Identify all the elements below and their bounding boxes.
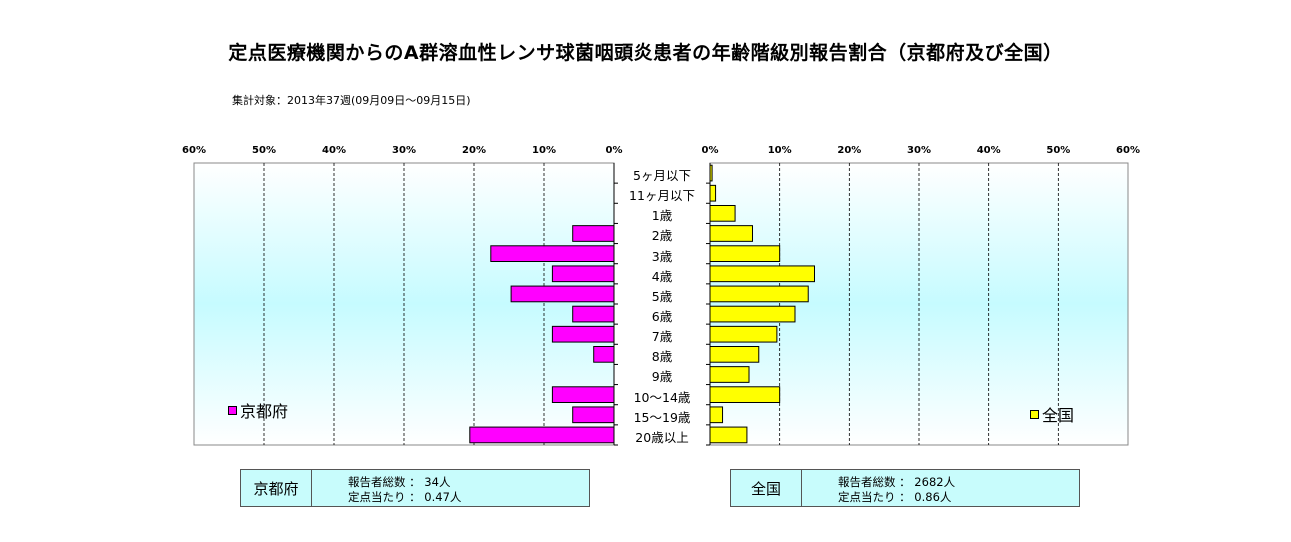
bar-national: [709, 386, 781, 403]
bar-national: [709, 305, 796, 323]
category-label: 6歳: [651, 309, 673, 324]
bar-national: [709, 265, 815, 283]
summary-name-national: 全国: [731, 470, 802, 506]
legend-label-kyoto: 京都府: [240, 402, 289, 421]
bar-kyoto: [551, 386, 615, 403]
right-tick-label: 40%: [976, 145, 1001, 156]
summary-box-kyoto: 京都府 報告者総数 ： 34人 定点当たり ： 0.47人: [240, 469, 590, 507]
summary-info-national: 報告者総数 ： 2682人 定点当たり ： 0.86人: [802, 470, 955, 506]
right-tick-label: 10%: [767, 145, 792, 156]
right-tick-label: 20%: [837, 145, 862, 156]
bar-national: [709, 406, 724, 424]
summary-per-site-national: 定点当たり ： 0.86人: [838, 490, 952, 504]
left-tick-label: 40%: [322, 145, 346, 156]
category-label: 15〜19歳: [633, 409, 691, 425]
left-tick-label: 60%: [182, 145, 206, 156]
category-label: 8歳: [651, 349, 673, 365]
bar-national: [709, 205, 736, 222]
bar-kyoto: [551, 325, 615, 343]
category-label: 5歳: [651, 288, 673, 304]
bar-national: [709, 346, 760, 363]
summary-box-national: 全国 報告者総数 ： 2682人 定点当たり ： 0.86人: [730, 469, 1080, 507]
category-label: 20歳以上: [635, 429, 689, 445]
left-tick-label: 50%: [252, 145, 276, 156]
summary-per-site-kyoto: 定点当たり ： 0.47人: [348, 490, 462, 504]
bar-national: [709, 366, 750, 383]
legend-national: 全国: [1030, 402, 1074, 426]
bar-national: [709, 164, 713, 182]
category-label: 3歳: [651, 248, 673, 264]
chart-title: 定点医療機関からのA群溶血性レンサ球菌咽頭炎患者の年齢階級別報告割合（京都府及び…: [228, 42, 1063, 64]
category-label: 2歳: [651, 228, 673, 244]
bar-kyoto: [572, 305, 615, 323]
category-label: 4歳: [651, 268, 673, 284]
left-tick-label: 0%: [605, 145, 623, 156]
left-tick-label: 20%: [462, 145, 486, 156]
legend-label-national: 全国: [1042, 406, 1075, 425]
bar-national: [709, 184, 717, 202]
legend-swatch-national: [1030, 409, 1039, 419]
summary-total-national: 報告者総数 ： 2682人: [838, 475, 956, 489]
summary-name-kyoto: 京都府: [241, 470, 312, 506]
bar-kyoto: [469, 426, 615, 444]
left-tick-label: 10%: [532, 145, 556, 156]
bar-kyoto: [490, 245, 615, 262]
chart-subtitle: 集計対象：2013年37週(09月09日〜09月15日): [232, 94, 471, 107]
bar-kyoto: [572, 406, 615, 424]
bar-national: [709, 426, 748, 444]
category-label: 5ヶ月以下: [633, 168, 691, 183]
bar-kyoto: [551, 265, 615, 283]
right-tick-label: 30%: [907, 145, 931, 156]
category-label: 11ヶ月以下: [629, 188, 695, 204]
left-tick-label: 30%: [392, 145, 416, 156]
category-label: 9歳: [651, 369, 673, 385]
right-tick-label: 60%: [1116, 145, 1140, 156]
category-label: 1歳: [651, 208, 673, 224]
summary-info-kyoto: 報告者総数 ： 34人 定点当たり ： 0.47人: [312, 470, 461, 506]
bar-national: [709, 285, 809, 303]
bar-kyoto: [572, 225, 615, 242]
bar-kyoto: [593, 346, 615, 363]
bar-national: [709, 225, 753, 242]
right-tick-label: 0%: [701, 145, 719, 156]
summary-total-kyoto: 報告者総数 ： 34人: [348, 475, 451, 489]
right-tick-label: 50%: [1046, 145, 1071, 156]
bar-national: [709, 325, 778, 343]
category-label: 7歳: [651, 329, 673, 345]
legend-swatch-kyoto: [228, 405, 237, 415]
bar-national: [709, 245, 781, 262]
bar-kyoto: [510, 285, 615, 303]
category-label: 10〜14歳: [633, 389, 691, 405]
legend-kyoto: 京都府: [228, 398, 288, 422]
